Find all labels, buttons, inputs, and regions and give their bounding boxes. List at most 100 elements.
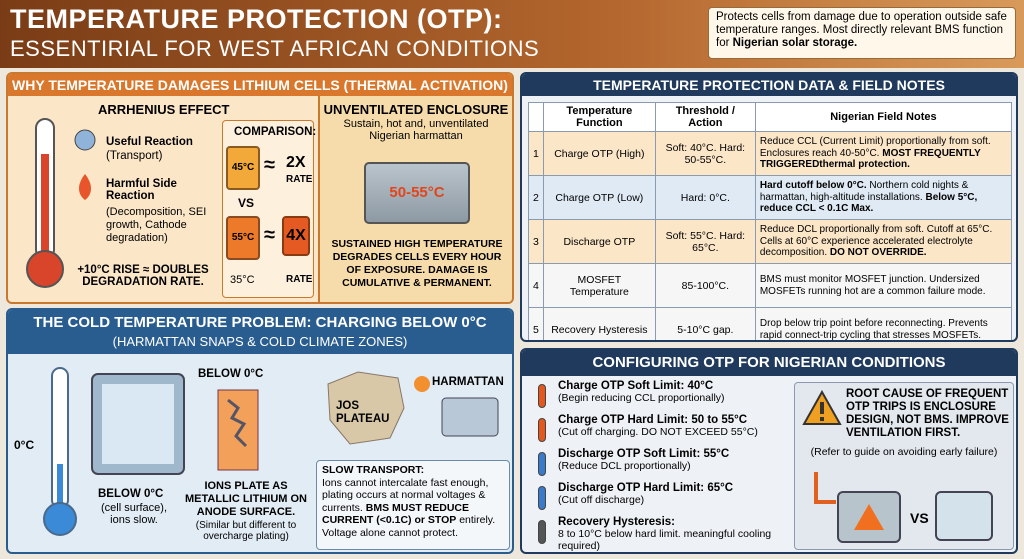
header-row: Temperature Function Threshold / Action Ni… [528, 102, 1013, 132]
below: BELOW 0°C [98, 488, 164, 500]
enclosure-warning: SUSTAINED HIGH TEMPERATURE DEGRADES CELL… [331, 238, 503, 289]
config-item: Charge OTP Soft Limit: 40°C (Begin reduci… [528, 380, 790, 414]
header-cell: Threshold / Action [654, 102, 756, 132]
notes-cell: Drop below trip point before reconnectin… [754, 307, 1013, 341]
below-top: BELOW 0°C [198, 368, 264, 380]
panel-title: WHY TEMPERATURE DAMAGES LITHIUM CELLS (T… [8, 74, 512, 96]
harmattan-label: HARMATTAN [432, 376, 504, 388]
approx: ≈ [264, 224, 275, 246]
vent-compare [814, 472, 993, 543]
text-segment: Below 5°C, reduce CCL < 0.1C Max. [759, 191, 978, 215]
config-list: Charge OTP Soft Limit: 40°C (Begin reduci… [528, 380, 790, 552]
plating: IONS PLATE AS METALLIC LITHIUM ON ANODE … [185, 480, 307, 518]
below-sub: (cell surface), ions slow. [100, 502, 168, 526]
panel-title: TEMPERATURE PROTECTION DATA & FIELD NOTE… [522, 74, 1016, 96]
cell-55: 55°C [226, 216, 260, 260]
function-cell: MOSFET Temperature [542, 263, 656, 308]
table-body: 1 Charge OTP (High) Soft: 40°C. Hard: 50-5… [528, 131, 1013, 341]
enclosure-heading: UNVENTILATED ENCLOSURE [323, 102, 509, 117]
config-label: Recovery Hysteresis: [558, 516, 675, 528]
map-icons [327, 371, 499, 445]
function-cell: Discharge OTP [542, 219, 656, 264]
thermometer-icon [26, 118, 64, 288]
text-segment: Reduce DCL proportionally from soft. Cut… [759, 224, 993, 259]
table-row: 3 Discharge OTP Soft: 55°C. Hard: 65°C. Red… [528, 219, 1013, 264]
jos-label: JOS PLATEAU [336, 400, 390, 425]
config-item: Discharge OTP Soft Limit: 55°C (Reduce DC… [528, 448, 790, 482]
function-cell: Charge OTP (Low) [542, 175, 656, 220]
header-cell [528, 102, 544, 132]
table-row: 2 Charge OTP (Low) Hard: 0°C. Hard cutoff b… [528, 175, 1013, 220]
plating-sub: (Similar but different to overcharge pla… [195, 520, 297, 542]
thermo-icon [538, 452, 546, 476]
text-segment: Hard cutoff below 0°C. [759, 180, 870, 192]
reaction-icons [74, 129, 96, 200]
config-sub: (Begin reducing CCL proportionally) [558, 392, 725, 404]
slow-box: SLOW TRANSPORT: Ions cannot intercalate … [316, 460, 510, 550]
config-item: Discharge OTP Hard Limit: 65°C (Cut off d… [528, 482, 790, 516]
thermo-icon [538, 418, 546, 442]
config-label: Charge OTP Soft Limit: 40°C [558, 380, 714, 392]
thermo-icon [538, 520, 546, 544]
harmful: Harmful Side Reaction [106, 178, 177, 202]
config-sub: (Cut off discharge) [558, 494, 645, 506]
thermo-icon [538, 384, 546, 408]
panel-title: THE COLD TEMPERATURE PROBLEM: CHARGING B… [33, 314, 487, 331]
cold-header [8, 310, 512, 354]
intro-note: Protects cells from damage due to operat… [708, 7, 1016, 59]
warning-icon [802, 390, 842, 425]
useful: Useful Reaction [106, 136, 193, 148]
otp-table: Temperature Function Threshold / Action Ni… [528, 102, 1013, 341]
table-row: 5 Recovery Hysteresis 5-10°C gap. Drop belo… [528, 307, 1013, 341]
subtitle: ESSENTIRIAL FOR WEST AFRICAN CONDITIONS [10, 36, 540, 61]
threshold-cell: Soft: 40°C. Hard: 50-55°C. [654, 131, 756, 176]
row-number: 1 [528, 131, 544, 176]
harmful-sub: (Decomposition, SEI growth, Cathode degr… [106, 206, 207, 244]
row-number: 3 [528, 219, 544, 264]
useful-sub: (Transport) [106, 150, 163, 162]
panel-subtitle: (HARMATTAN SNAPS & COLD CLIMATE ZONES) [112, 334, 408, 349]
text-segment: BMS MUST REDUCE CURRENT (<0.1C) or STOP [322, 501, 470, 527]
config-sub: (Reduce DCL proportionally) [558, 460, 691, 472]
slow-text: Ions cannot intercalate fast enough, pla… [322, 477, 504, 540]
text-segment: Drop below trip point before reconnectin… [759, 318, 988, 341]
header-cell: Nigerian Field Notes [754, 102, 1013, 132]
approx: ≈ [264, 154, 275, 176]
title: TEMPERATURE PROTECTION (OTP): [10, 4, 503, 34]
rate-label: RATE [286, 174, 313, 185]
function-cell: Recovery Hysteresis [542, 307, 656, 340]
rate: 4X [282, 216, 310, 256]
row-number: 5 [528, 307, 544, 340]
callout: ROOT CAUSE OF FREQUENT OTP TRIPS IS ENCL… [846, 388, 1009, 439]
text-segment: Northern cold nights & harmattan, high-a… [759, 180, 969, 203]
thermo-icon [538, 486, 546, 510]
vs: VS [238, 196, 255, 210]
row-number: 4 [528, 263, 544, 308]
rate: 2X [286, 154, 306, 171]
function-cell: Charge OTP (High) [542, 131, 656, 176]
threshold-cell: 5-10°C gap. [654, 307, 756, 340]
slow-heading: SLOW TRANSPORT: [322, 464, 425, 476]
text-segment: Reduce CCL (Current Limit) proportionall… [759, 136, 991, 159]
vs: VS [910, 510, 929, 526]
threshold-cell: Soft: 55°C. Hard: 65°C. [654, 219, 756, 264]
comparison-heading: COMPARISON: [234, 126, 317, 138]
rule: +10°C RISE ≈ DOUBLES DEGRADATION RATE. [77, 264, 209, 288]
notes-cell: Hard cutoff below 0°C. Northern cold nig… [754, 175, 1013, 220]
refer: (Refer to guide on avoiding early failur… [810, 446, 998, 458]
row-number: 2 [528, 175, 544, 220]
arrhenius-heading: ARRHENIUS EFFECT [98, 102, 230, 117]
zero-label: 0°C [14, 438, 35, 452]
rate-label: RATE [286, 274, 313, 285]
config-panel: CONFIGURING OTP FOR NIGERIAN CONDITIONS … [520, 348, 1018, 554]
text-segment: MOST FREQUENTLY TRIGGEREDthermal protect… [759, 147, 981, 171]
config-sub: 8 to 10°C below hard limit. meaningful c… [558, 528, 772, 552]
cell-45: 45°C [226, 146, 260, 190]
config-label: Discharge OTP Hard Limit: 65°C [558, 482, 734, 494]
panel-title: CONFIGURING OTP FOR NIGERIAN CONDITIONS [522, 350, 1016, 376]
table-row: 4 MOSFET Temperature 85-100°C. BMS must mon… [528, 263, 1013, 308]
text-segment: Protects cells from damage due to operat… [716, 11, 1007, 49]
text-segment: Nigerian solar storage. [732, 37, 858, 49]
enclosure-sub: Sustain, hot and, unventilated Nigerian … [343, 118, 489, 142]
